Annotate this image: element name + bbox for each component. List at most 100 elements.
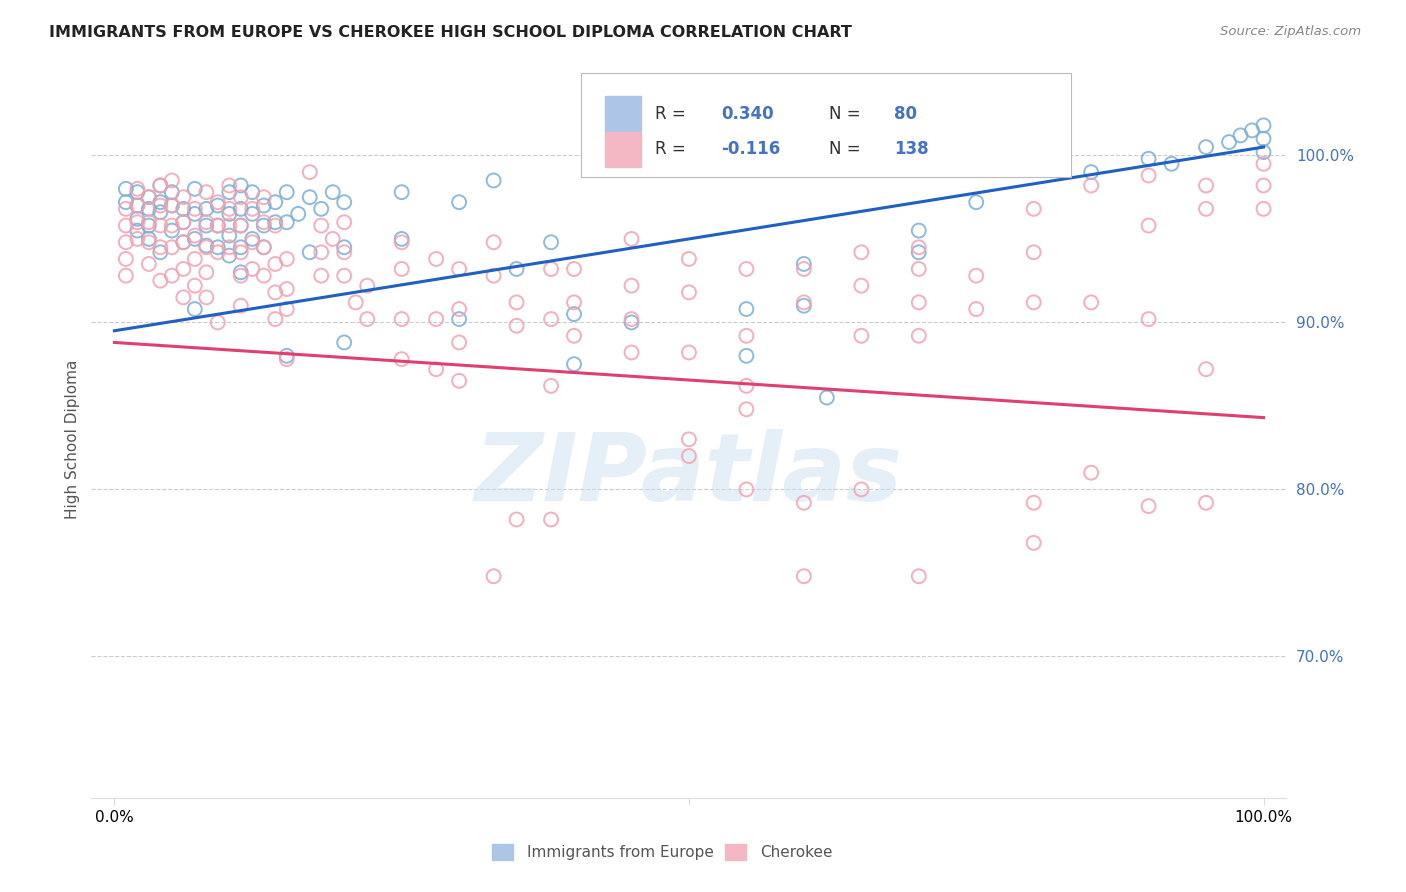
Point: [540, 512, 562, 526]
Point: [793, 257, 815, 271]
Point: [276, 215, 298, 229]
Point: [218, 207, 240, 221]
Point: [229, 268, 252, 283]
Point: [1229, 128, 1251, 143]
Point: [184, 278, 207, 293]
Point: [160, 219, 183, 233]
Text: R =: R =: [655, 140, 692, 159]
Point: [540, 235, 562, 250]
Point: [207, 245, 229, 260]
Point: [195, 240, 218, 254]
Point: [195, 238, 218, 252]
Point: [333, 215, 356, 229]
Point: [1137, 169, 1160, 183]
Point: [356, 312, 378, 326]
Point: [253, 268, 276, 283]
Point: [138, 232, 160, 246]
Point: [620, 232, 643, 246]
Point: [1080, 295, 1102, 310]
Point: [620, 278, 643, 293]
Point: [540, 312, 562, 326]
Point: [264, 215, 287, 229]
Point: [309, 268, 332, 283]
Point: [449, 312, 471, 326]
Point: [127, 215, 149, 229]
Point: [253, 219, 276, 233]
Text: Source: ZipAtlas.com: Source: ZipAtlas.com: [1220, 25, 1361, 38]
Point: [965, 301, 987, 316]
Point: [505, 295, 527, 310]
Point: [1080, 178, 1102, 193]
Point: [482, 569, 505, 583]
Point: [1137, 152, 1160, 166]
Point: [540, 379, 562, 393]
Point: [907, 223, 929, 237]
Point: [1253, 132, 1275, 146]
Point: [482, 235, 505, 250]
Point: [1022, 245, 1045, 260]
Point: [482, 268, 505, 283]
Point: [207, 198, 229, 212]
Point: [207, 240, 229, 254]
Point: [229, 245, 252, 260]
Point: [1253, 145, 1275, 159]
Point: [264, 219, 287, 233]
Point: [907, 295, 929, 310]
Point: [1195, 140, 1218, 154]
Point: [127, 185, 149, 199]
Point: [115, 195, 138, 210]
Point: [851, 245, 873, 260]
Point: [149, 274, 172, 288]
Point: [195, 265, 218, 279]
Point: [253, 240, 276, 254]
Point: [160, 268, 183, 283]
Point: [240, 262, 263, 277]
Point: [138, 202, 160, 216]
Point: [344, 295, 367, 310]
Point: [149, 178, 172, 193]
Point: [1022, 496, 1045, 510]
Point: [218, 240, 240, 254]
Point: [184, 182, 207, 196]
Point: [229, 219, 252, 233]
Point: [735, 379, 758, 393]
Point: [253, 190, 276, 204]
Point: [1160, 157, 1182, 171]
Point: [138, 235, 160, 250]
Point: [562, 307, 585, 321]
Point: [793, 299, 815, 313]
Point: [240, 232, 263, 246]
Point: [195, 219, 218, 233]
Point: [678, 285, 700, 300]
Point: [907, 569, 929, 583]
Point: [127, 182, 149, 196]
Point: [160, 198, 183, 212]
Point: [1253, 157, 1275, 171]
Point: [149, 178, 172, 193]
Point: [562, 262, 585, 277]
Point: [276, 185, 298, 199]
Point: [620, 312, 643, 326]
Point: [1195, 202, 1218, 216]
Point: [391, 235, 413, 250]
Point: [309, 202, 332, 216]
Point: [229, 240, 252, 254]
Point: [425, 312, 447, 326]
Point: [218, 202, 240, 216]
Point: [264, 285, 287, 300]
Text: Cherokee: Cherokee: [761, 845, 832, 860]
Point: [264, 312, 287, 326]
Point: [138, 219, 160, 233]
Point: [1022, 295, 1045, 310]
Point: [229, 299, 252, 313]
Point: [184, 301, 207, 316]
Point: [907, 262, 929, 277]
Point: [172, 262, 194, 277]
Point: [207, 195, 229, 210]
Point: [184, 207, 207, 221]
Point: [1218, 135, 1240, 149]
Point: [1253, 119, 1275, 133]
Point: [735, 349, 758, 363]
Point: [620, 315, 643, 329]
Point: [149, 245, 172, 260]
